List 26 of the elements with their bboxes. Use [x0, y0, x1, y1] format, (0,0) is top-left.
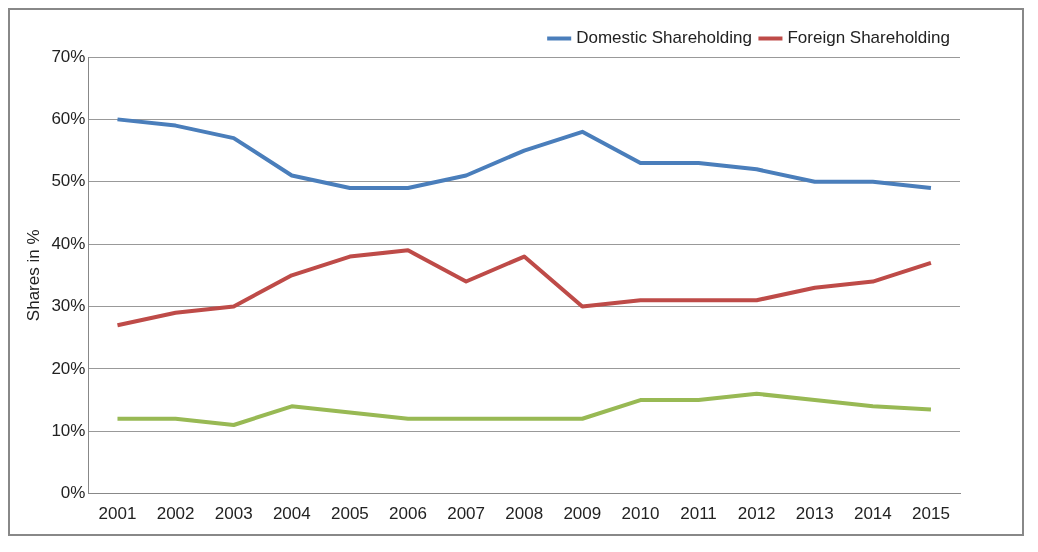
x-tick-label: 2003 — [214, 504, 253, 524]
legend-label: Domestic Shareholding — [576, 28, 752, 48]
x-tick-label: 2005 — [330, 504, 369, 524]
y-tick-label: 50% — [51, 171, 86, 191]
x-tick-label: 2006 — [389, 504, 427, 524]
x-tick-label: 2010 — [621, 504, 660, 524]
y-tick-label: 70% — [51, 46, 86, 66]
x-tick-label: 2007 — [447, 504, 486, 524]
y-axis-title: Shares in % — [23, 229, 43, 322]
x-tick-label: 2004 — [272, 504, 311, 524]
x-tick-label: 2009 — [563, 504, 602, 524]
y-tick-label: 20% — [51, 358, 86, 378]
x-tick-label: 2011 — [680, 504, 717, 524]
y-tick-label: 30% — [51, 296, 86, 316]
y-tick-label: 0% — [60, 483, 86, 503]
legend-label: Foreign Shareholding — [787, 28, 951, 48]
x-tick-label: 2015 — [912, 504, 950, 524]
y-tick-label: 10% — [51, 420, 86, 440]
x-tick-label: 2013 — [795, 504, 834, 524]
x-tick-label: 2001 — [98, 504, 137, 524]
x-tick-label: 2002 — [156, 504, 195, 524]
x-tick-label: 2014 — [853, 504, 892, 524]
x-tick-label: 2012 — [737, 504, 776, 524]
x-tick-label: 2008 — [505, 504, 544, 524]
y-tick-label: 60% — [51, 109, 86, 129]
y-tick-label: 40% — [51, 233, 86, 253]
